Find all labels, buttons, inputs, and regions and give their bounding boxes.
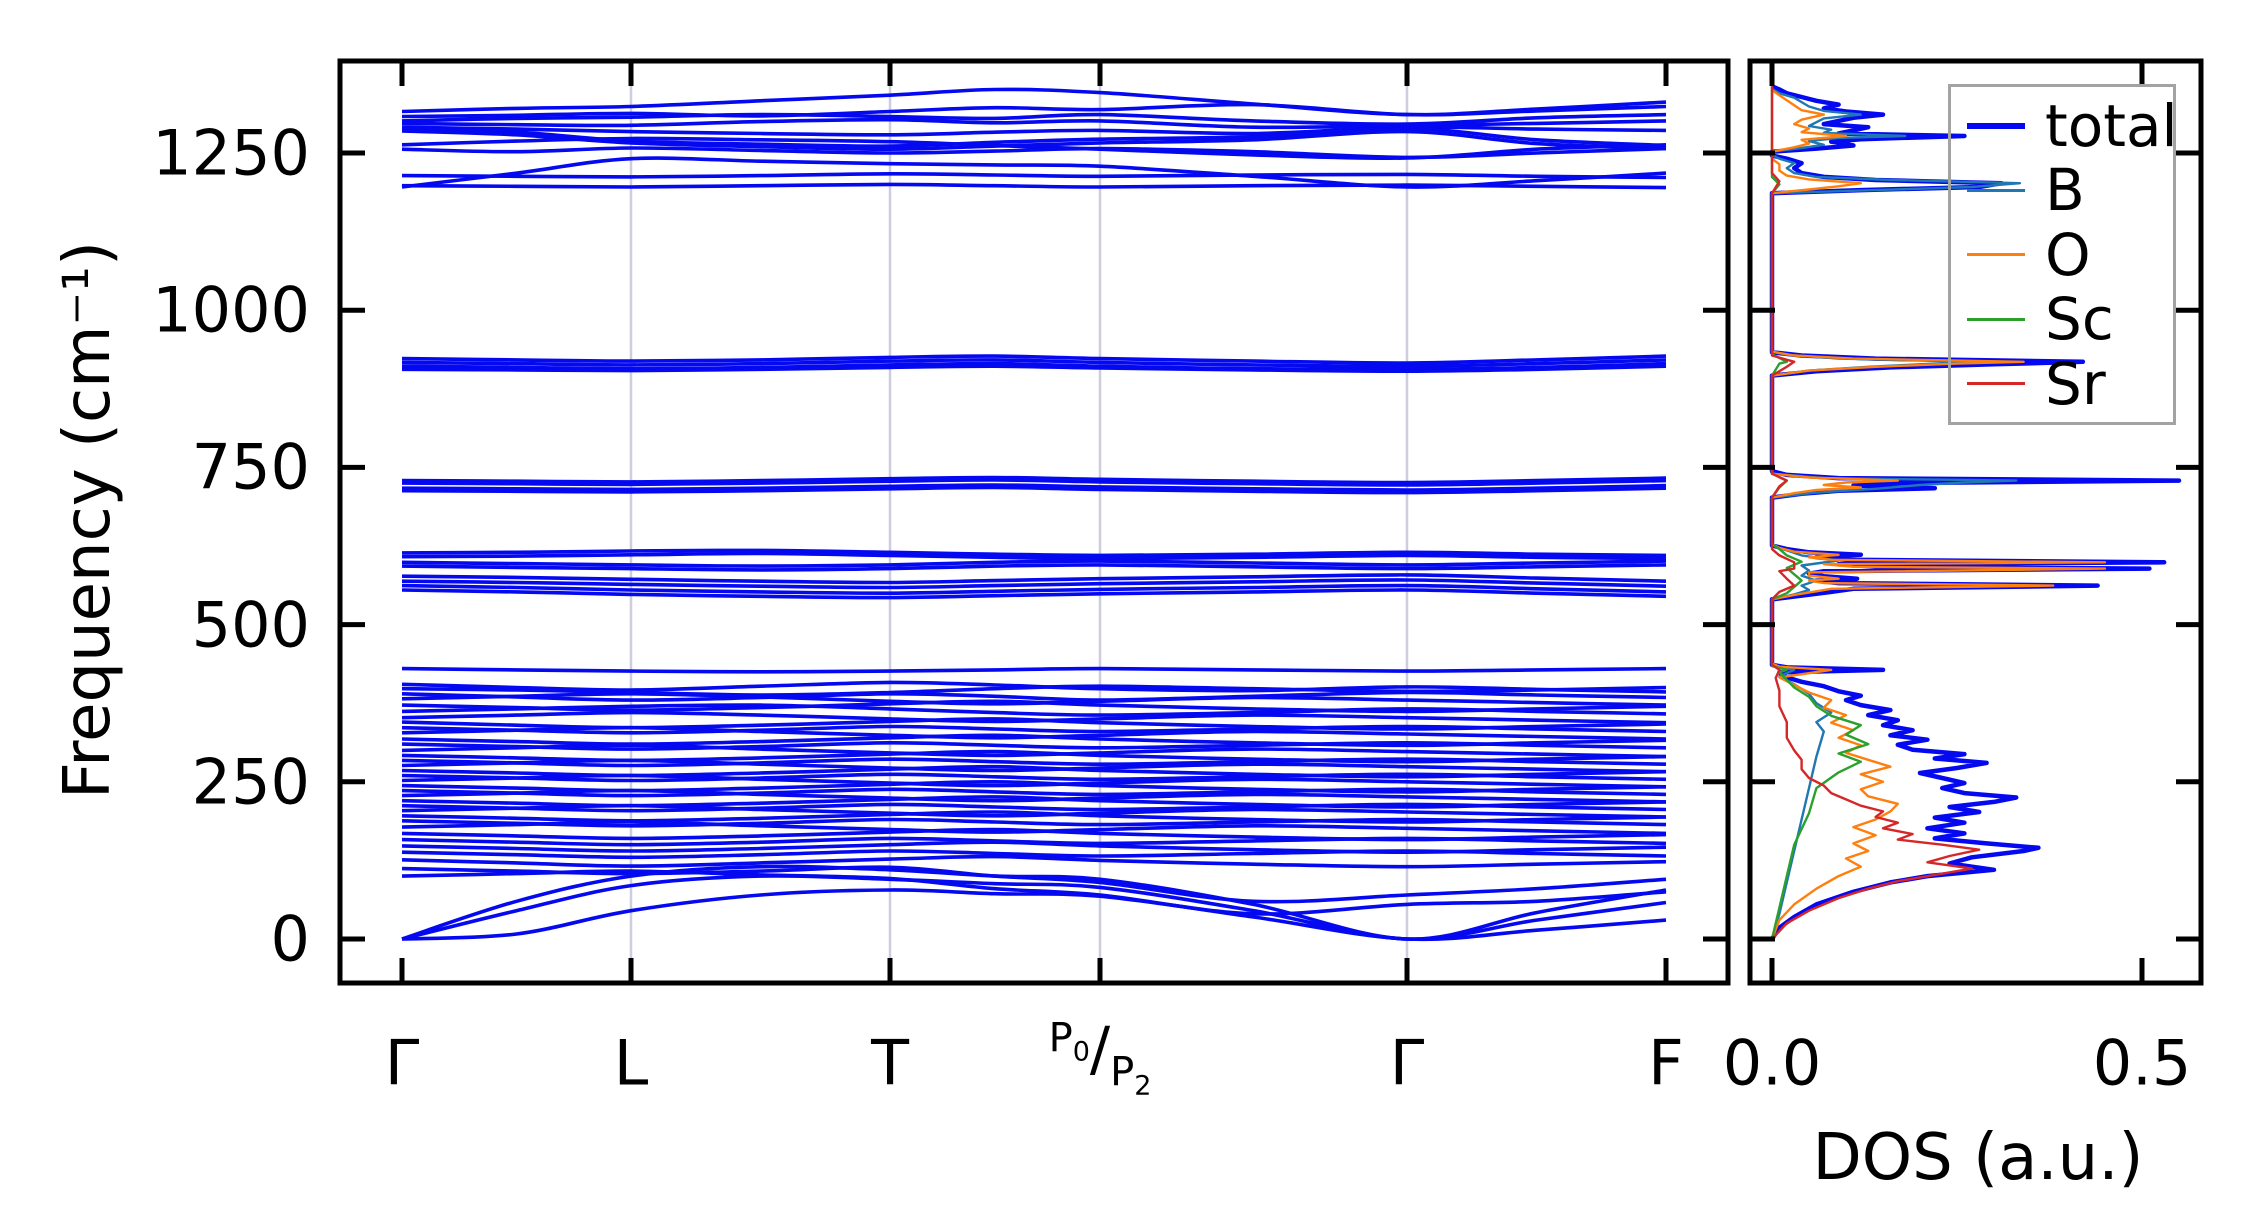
legend-line-Sr [1967,382,2025,385]
phonon-band [401,87,1667,117]
dos-curve-O [1770,89,2107,940]
phonon-band [401,740,1667,751]
ytick-label-1250: 1250 [152,116,310,190]
phonon-band [401,710,1667,725]
band-panel-spines [337,58,1731,986]
phonon-band [401,854,1667,869]
legend-entry-Sr: Sr [1951,354,2173,414]
phonon-band [401,548,1667,558]
legend: total B O Sc Sr [1948,84,2178,425]
phonon-band [401,573,1667,585]
dos-curve-Sc [1770,86,1870,940]
kpoint-guide-lines [629,61,1409,983]
legend-entry-O: O [1951,225,2173,285]
legend-label-Sc: Sc [2045,285,2114,353]
phonon-band [401,551,1667,561]
ytick-label-750: 750 [191,430,310,504]
dos-panel-spines [1747,58,2204,986]
ktick-label-L-1: L [613,1026,649,1100]
phonon-band [401,156,1667,189]
phonon-band [401,864,1667,941]
dos-xtick-label-0.5: 0.5 [2092,1026,2192,1100]
legend-entry-Sc: Sc [1951,289,2173,349]
phonon-band [401,803,1667,819]
legend-label-O: O [2045,220,2091,289]
phonon-band [401,588,1667,600]
phonon-band [401,364,1667,374]
legend-label-Sr: Sr [2045,349,2106,418]
phonon-band [401,102,1667,119]
phonon-band [401,354,1667,365]
ktick-label-Γ-4: Γ [1389,1026,1425,1100]
phonon-band [401,758,1667,774]
phonon-band [401,869,1667,916]
legend-line-B [1967,188,2025,192]
phonon-band [401,703,1667,717]
phonon-band [401,772,1667,783]
dos-curve-Sr [1770,86,1981,940]
phonon-band [401,888,1667,942]
phonon-bands [401,87,1667,942]
phonon-band [401,361,1667,372]
phonon-band [401,559,1667,568]
legend-entry-total: total [1951,96,2178,156]
phonon-band [401,583,1667,596]
phonon-band [401,691,1667,707]
phonon-band [401,724,1667,735]
phonon-band [401,690,1667,702]
phonon-band [401,117,1667,130]
phonon-band [401,725,1667,741]
frequency-axis-label: Frequency (cm⁻¹) [51,241,125,799]
phonon-band [401,787,1667,798]
dos-axis-label: DOS (a.u.) [1812,1121,2144,1195]
phonon-band [401,475,1667,485]
phonon-band [401,802,1667,813]
phonon-band [401,578,1667,590]
phonon-band [401,478,1667,487]
phonon-band [401,146,1667,160]
phonon-band [401,788,1667,804]
axis-ticks [340,61,2201,983]
legend-line-total [1967,122,2025,129]
legend-line-O [1967,253,2025,256]
phonon-band [401,680,1667,694]
ktick-label-T-2: T [871,1026,909,1100]
phonon-band [401,483,1667,492]
ktick-label-P0P2: P0/P2 [1048,1014,1152,1102]
phonon-band [401,757,1667,768]
phonon-band [401,820,1667,836]
ytick-label-0: 0 [270,902,310,976]
phonon-band [401,849,1667,860]
legend-entry-B: B [1951,160,2173,220]
ktick-label-Γ-0: Γ [384,1026,420,1100]
phonon-band [401,817,1667,828]
ytick-label-250: 250 [191,745,310,819]
phonon-band [401,666,1667,674]
ytick-label-500: 500 [191,588,310,662]
phonon-band [401,743,1667,759]
legend-label-B: B [2045,156,2085,224]
ytick-label-1000: 1000 [152,273,310,347]
phonon-band [401,485,1667,495]
phonon-band [401,358,1667,369]
dos-xtick-label-0.0: 0.0 [1722,1026,1822,1100]
phonon-band [401,773,1667,789]
phonon-band [401,125,1667,137]
legend-line-Sc [1967,317,2025,321]
legend-label-total: total [2045,91,2178,160]
phonon-band [401,112,1667,126]
phonon-band [401,563,1667,572]
ktick-label-F-5: F [1648,1026,1684,1100]
phonon-band [401,171,1667,180]
